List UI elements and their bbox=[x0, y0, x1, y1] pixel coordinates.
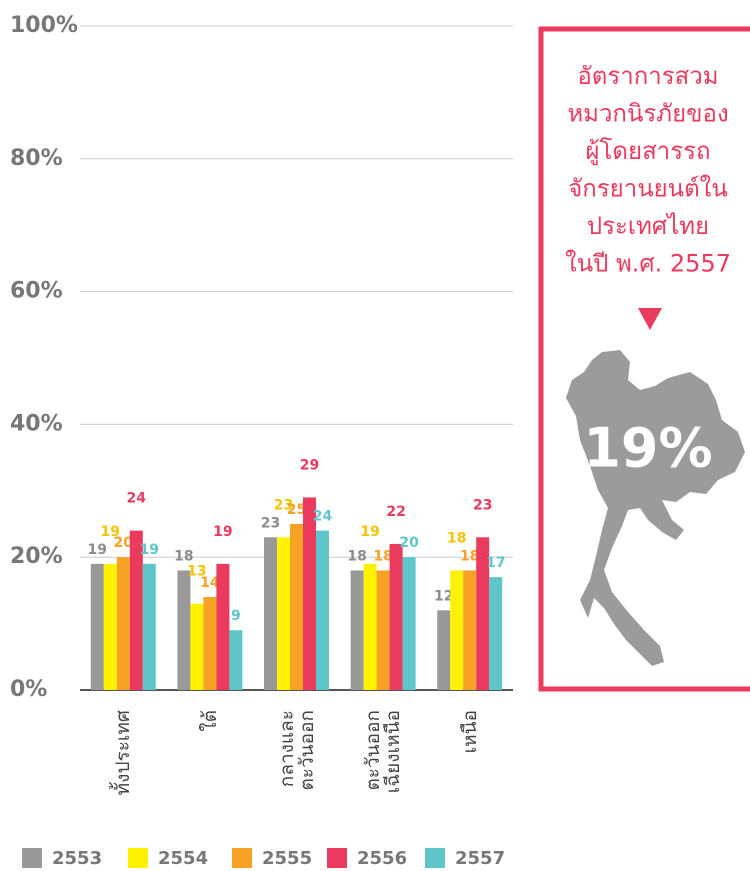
data-label: 18 bbox=[460, 548, 479, 564]
data-label: 19 bbox=[140, 542, 159, 558]
legend-label: 2556 bbox=[357, 848, 407, 869]
bar bbox=[216, 563, 230, 690]
data-label: 18 bbox=[447, 530, 466, 546]
panel-title: อัตราการสวม bbox=[577, 62, 718, 90]
y-tick-label: 80% bbox=[10, 146, 63, 171]
bar bbox=[350, 570, 364, 690]
x-tick-label: ทั้งประเทศ bbox=[112, 710, 135, 796]
data-label: 24 bbox=[313, 509, 333, 525]
x-tick-label: ตะวันออก เฉียงเหนือ bbox=[362, 710, 405, 794]
legend-swatch bbox=[327, 848, 347, 868]
data-label: 19 bbox=[101, 524, 120, 540]
data-label: 19 bbox=[88, 542, 107, 558]
legend-label: 2555 bbox=[262, 848, 312, 869]
data-label: 18 bbox=[373, 548, 392, 564]
bar bbox=[376, 570, 390, 690]
panel-highlight: 19% bbox=[583, 417, 712, 480]
bar bbox=[476, 537, 490, 690]
legend-swatch bbox=[425, 848, 445, 868]
legend-label: 2553 bbox=[52, 848, 102, 869]
data-label: 19 bbox=[213, 524, 232, 540]
data-label: 18 bbox=[347, 548, 366, 564]
bar bbox=[177, 570, 191, 690]
panel-title: ผู้โดยสารรถ bbox=[585, 137, 710, 166]
data-label: 12 bbox=[434, 588, 453, 604]
bar bbox=[290, 524, 303, 690]
bar bbox=[437, 610, 451, 690]
bar bbox=[277, 537, 290, 690]
bar bbox=[363, 563, 377, 690]
legend-swatch bbox=[232, 848, 252, 868]
data-label: 23 bbox=[473, 497, 492, 513]
data-label: 17 bbox=[486, 555, 505, 571]
bar bbox=[103, 563, 117, 690]
bar bbox=[450, 570, 464, 690]
bar bbox=[402, 557, 416, 690]
x-tick-label: เหนือ bbox=[458, 710, 481, 754]
data-label: 29 bbox=[300, 457, 319, 473]
bar bbox=[129, 530, 143, 690]
bar bbox=[303, 497, 316, 690]
bar bbox=[190, 603, 204, 690]
legend-swatch bbox=[22, 848, 42, 868]
bar bbox=[229, 630, 243, 690]
data-label: 23 bbox=[274, 497, 293, 513]
data-label: 20 bbox=[399, 535, 419, 551]
bar bbox=[203, 597, 217, 690]
data-label: 23 bbox=[261, 515, 280, 531]
panel-title: ประเทศไทย bbox=[587, 212, 709, 240]
bar bbox=[264, 537, 277, 690]
y-tick-label: 100% bbox=[10, 13, 78, 38]
y-tick-label: 40% bbox=[10, 411, 63, 436]
bar bbox=[90, 563, 104, 690]
data-label: 19 bbox=[360, 524, 379, 540]
data-label: 9 bbox=[231, 608, 241, 624]
legend-label: 2554 bbox=[158, 848, 208, 869]
bar bbox=[389, 543, 403, 690]
data-label: 24 bbox=[127, 491, 147, 507]
y-tick-label: 60% bbox=[10, 279, 63, 304]
y-tick-label: 20% bbox=[10, 544, 63, 569]
panel-title: จักรยานยนต์ใน bbox=[568, 175, 728, 203]
data-label: 14 bbox=[200, 575, 220, 591]
legend-swatch bbox=[128, 848, 148, 868]
data-label: 20 bbox=[114, 535, 134, 551]
x-tick-label: กลางและ ตะวันออก bbox=[275, 710, 318, 791]
panel-title: หมวกนิรภัยของ bbox=[567, 100, 728, 128]
panel-box bbox=[538, 26, 750, 692]
data-label: 25 bbox=[287, 502, 306, 518]
x-tick-label: ใต้ bbox=[198, 710, 221, 732]
bar bbox=[316, 530, 329, 690]
arrow bbox=[638, 308, 662, 330]
bar bbox=[489, 577, 503, 690]
bar bbox=[463, 570, 477, 690]
data-label: 13 bbox=[187, 564, 206, 580]
bar bbox=[142, 563, 156, 690]
data-label: 22 bbox=[386, 504, 405, 520]
legend-label: 2557 bbox=[455, 848, 505, 869]
panel-title: ในปี พ.ศ. 2557 bbox=[565, 250, 731, 278]
y-tick-label: 0% bbox=[10, 677, 47, 702]
data-label: 18 bbox=[174, 548, 193, 564]
thailand-map bbox=[566, 350, 745, 666]
bar bbox=[116, 557, 130, 690]
